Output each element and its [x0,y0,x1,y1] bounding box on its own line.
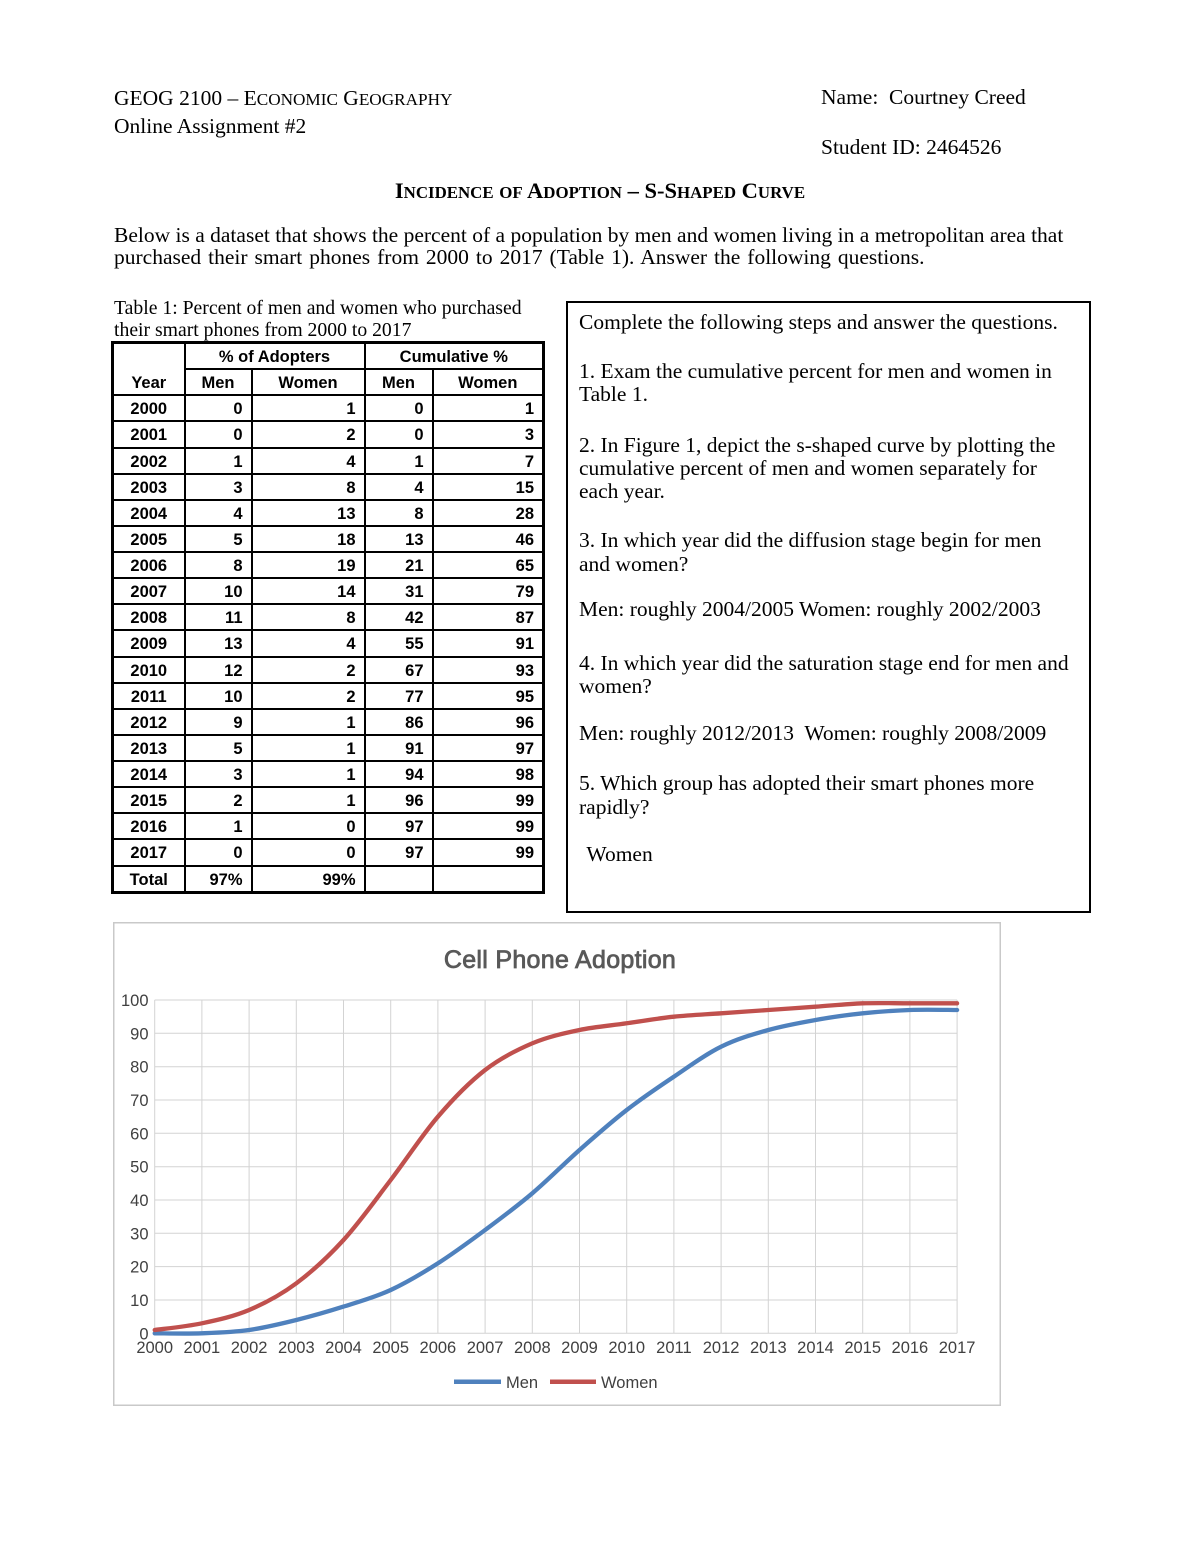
svg-text:2013: 2013 [750,1339,787,1357]
svg-text:0: 0 [139,1325,148,1343]
svg-text:80: 80 [130,1059,148,1077]
svg-text:2017: 2017 [939,1339,976,1357]
svg-text:2005: 2005 [372,1339,409,1357]
svg-text:Cell Phone Adoption: Cell Phone Adoption [444,946,676,974]
svg-text:2001: 2001 [184,1339,221,1357]
svg-text:2011: 2011 [656,1339,691,1357]
svg-text:10: 10 [130,1292,148,1310]
svg-text:2016: 2016 [892,1339,929,1357]
svg-text:40: 40 [130,1192,148,1210]
svg-text:2015: 2015 [844,1339,881,1357]
svg-text:2014: 2014 [797,1339,834,1357]
svg-text:2007: 2007 [467,1339,504,1357]
svg-text:90: 90 [130,1025,148,1043]
svg-text:2012: 2012 [703,1339,740,1357]
svg-text:2004: 2004 [325,1339,362,1357]
svg-text:30: 30 [130,1225,148,1243]
svg-text:100: 100 [121,992,149,1010]
svg-text:20: 20 [130,1259,148,1277]
svg-text:2010: 2010 [608,1339,645,1357]
svg-text:2006: 2006 [420,1339,457,1357]
svg-text:2008: 2008 [514,1339,551,1357]
svg-text:70: 70 [130,1092,148,1110]
svg-text:2000: 2000 [136,1339,173,1357]
svg-text:2002: 2002 [231,1339,268,1357]
svg-text:60: 60 [130,1125,148,1143]
svg-text:Men: Men [506,1374,538,1392]
svg-text:50: 50 [130,1159,148,1177]
svg-text:2003: 2003 [278,1339,315,1357]
svg-text:2009: 2009 [561,1339,598,1357]
svg-text:Women: Women [601,1374,658,1392]
